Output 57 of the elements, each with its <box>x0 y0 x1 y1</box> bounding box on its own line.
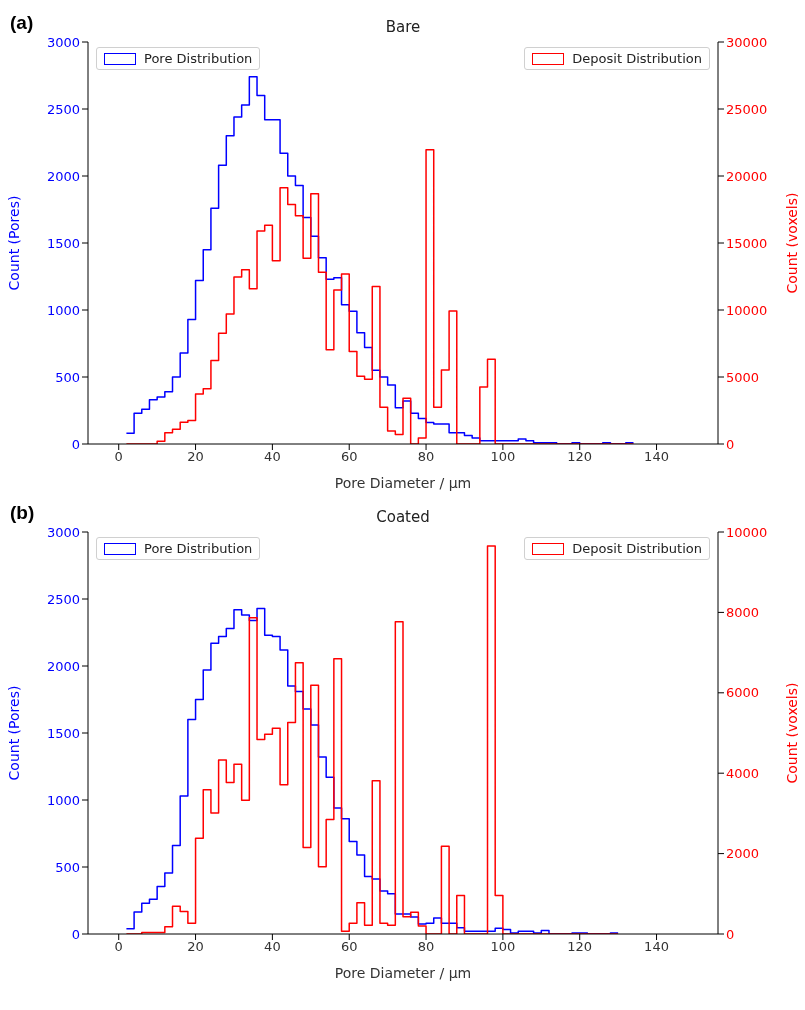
y-tick-label: 2000 <box>46 168 80 184</box>
x-tick-label: 0 <box>114 449 123 465</box>
x-tick-label: 100 <box>490 449 516 465</box>
legend-label: Pore Distribution <box>144 51 253 66</box>
x-tick-label: 140 <box>644 939 669 955</box>
x-axis-title: Pore Diameter / μm <box>334 475 472 491</box>
y2-tick-label: 0 <box>726 436 735 452</box>
chart-title: Bare <box>384 18 422 36</box>
y2-tick-label: 0 <box>726 926 735 942</box>
y2-tick-label: 15000 <box>726 235 768 251</box>
x-tick-label: 20 <box>187 449 204 465</box>
y2-tick-label: 4000 <box>726 765 760 781</box>
y-tick-label: 2500 <box>46 101 80 117</box>
y-tick-label: 500 <box>55 859 80 875</box>
legend-label: Pore Distribution <box>144 541 253 556</box>
y2-tick-label: 10000 <box>726 524 768 540</box>
x-tick-label: 80 <box>417 449 435 465</box>
x-tick-label: 120 <box>567 449 593 465</box>
chart-title: Coated <box>375 508 431 526</box>
y-tick-label: 2000 <box>46 658 80 674</box>
legend-label: Deposit Distribution <box>572 51 702 66</box>
y2-axis-title: Count (voxels) <box>783 682 800 784</box>
y-axis-title: Count (Pores) <box>5 685 22 781</box>
y-tick-label: 500 <box>55 369 80 385</box>
x-tick-label: 60 <box>340 449 358 465</box>
x-axis-title: Pore Diameter / μm <box>334 965 472 981</box>
y-tick-label: 2500 <box>46 591 80 607</box>
x-tick-label: 140 <box>644 449 669 465</box>
y2-tick-label: 20000 <box>726 168 768 184</box>
text: (b) <box>10 502 35 524</box>
y-axis-title: Count (Pores) <box>5 195 22 291</box>
y-tick-label: 3000 <box>46 34 80 50</box>
y-tick-label: 1500 <box>46 235 80 251</box>
y2-tick-label: 10000 <box>726 302 768 318</box>
y2-axis-title: Count (voxels) <box>783 192 800 294</box>
x-tick-label: 100 <box>490 939 516 955</box>
y-tick-label: 0 <box>71 926 80 942</box>
y2-tick-label: 5000 <box>726 369 760 385</box>
y2-tick-label: 2000 <box>726 846 760 862</box>
x-tick-label: 0 <box>114 939 123 955</box>
x-tick-label: 80 <box>417 939 435 955</box>
y2-tick-label: 8000 <box>726 605 760 621</box>
text: (a) <box>10 12 34 34</box>
x-tick-label: 60 <box>340 939 358 955</box>
x-tick-label: 40 <box>264 449 281 465</box>
legend-label: Deposit Distribution <box>572 541 702 556</box>
x-tick-label: 20 <box>187 939 204 955</box>
y-tick-label: 0 <box>71 436 80 452</box>
y2-tick-label: 30000 <box>726 34 768 50</box>
y-tick-label: 1500 <box>46 725 80 741</box>
y2-tick-label: 25000 <box>726 101 768 117</box>
x-tick-label: 40 <box>264 939 281 955</box>
x-tick-label: 120 <box>567 939 593 955</box>
y-tick-label: 1000 <box>46 302 80 318</box>
y2-tick-label: 6000 <box>726 685 760 701</box>
y-tick-label: 3000 <box>46 524 80 540</box>
y-tick-label: 1000 <box>46 792 80 808</box>
